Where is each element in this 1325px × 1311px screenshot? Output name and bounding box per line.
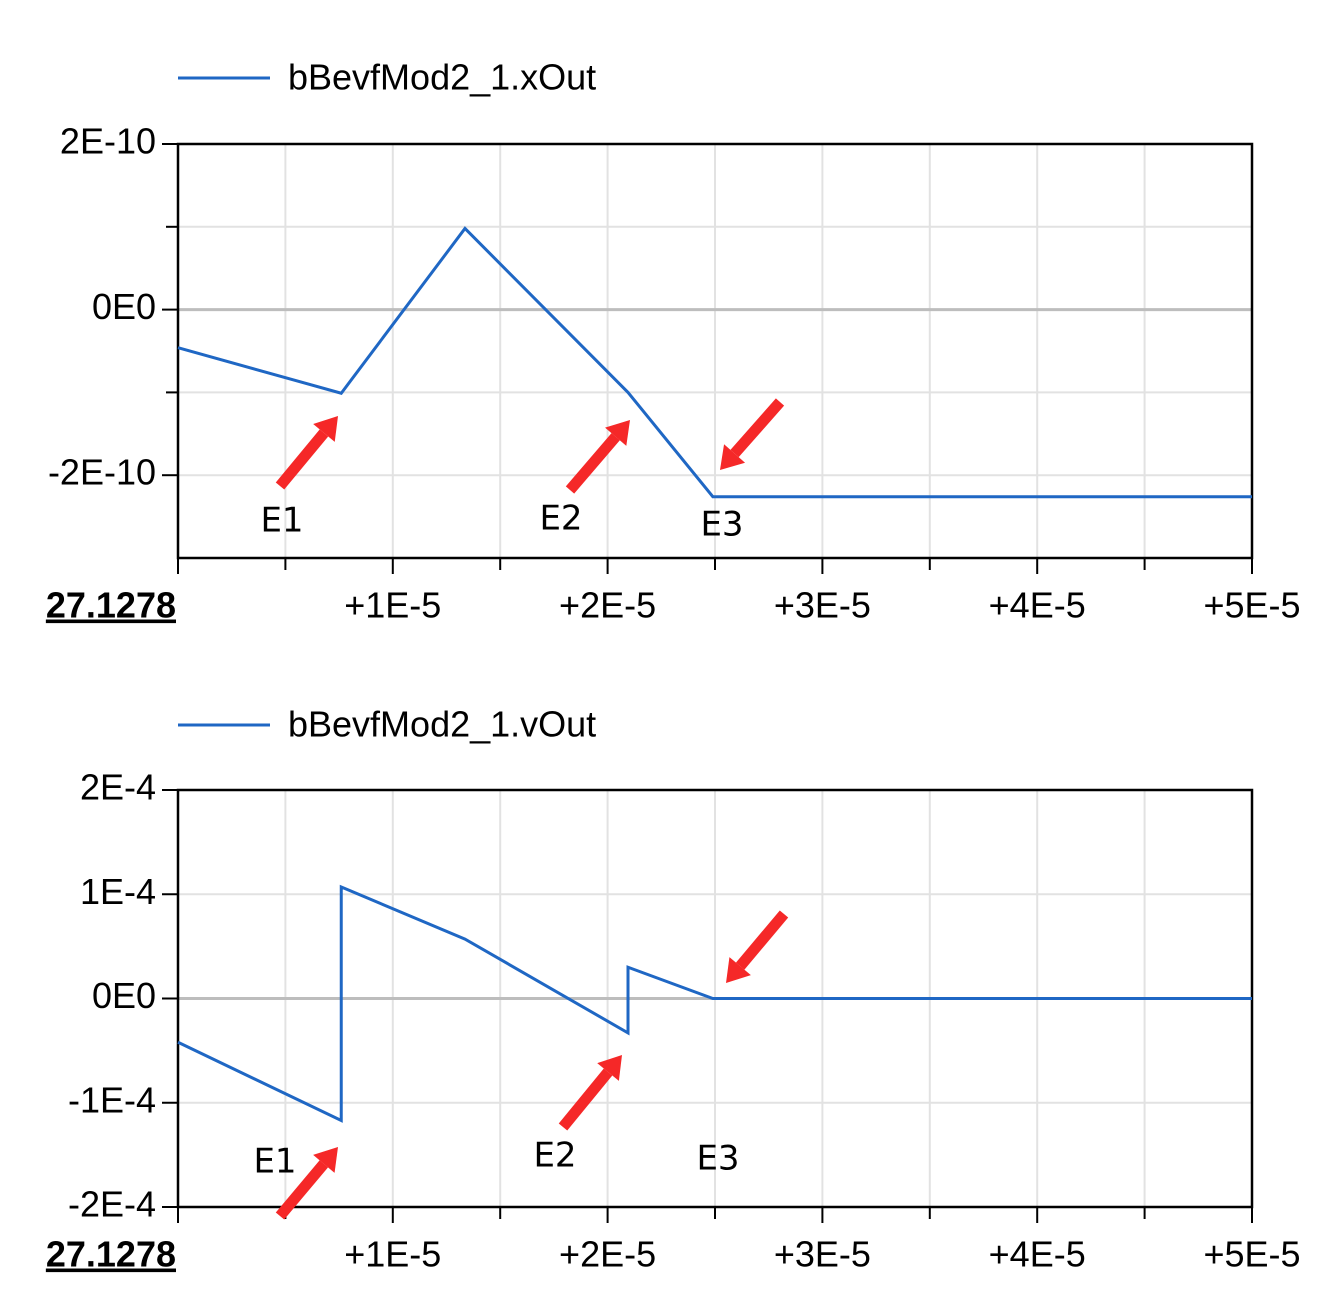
arrow-head	[726, 957, 751, 983]
x-tick-label: 27.1278	[46, 1234, 176, 1275]
x-tick-label: +5E-5	[1203, 1234, 1300, 1275]
y-tick-label: 2E-4	[80, 767, 156, 808]
y-tick-label: -2E-10	[48, 452, 156, 493]
plot-frame	[176, 142, 1254, 560]
x-tick-label: +3E-5	[774, 585, 871, 626]
x-tick-label: +2E-5	[559, 585, 656, 626]
arrow-shaft	[275, 1160, 329, 1220]
y-tick-label: 0E0	[92, 286, 156, 327]
x-tick-label: +3E-5	[774, 1234, 871, 1275]
y-tick-label: -1E-4	[68, 1079, 156, 1120]
data-line	[177, 226, 1252, 499]
legend-label: bBevfMod2_1.xOut	[288, 57, 596, 98]
arrow-head	[313, 1147, 338, 1173]
x-tick-label: 27.1278	[46, 585, 176, 626]
y-tick-label: -2E-4	[68, 1184, 156, 1225]
arrow-shaft	[558, 1068, 613, 1131]
legend-label: bBevfMod2_1.vOut	[288, 704, 596, 745]
arrow-head	[720, 444, 746, 470]
x-tick-label: +4E-5	[989, 585, 1086, 626]
annotation: E1	[253, 1142, 296, 1182]
x-tick-label: +1E-5	[344, 1234, 441, 1275]
x-tick-label: +5E-5	[1203, 585, 1300, 626]
annotation: E1	[260, 501, 303, 541]
y-tick-label: 1E-4	[80, 871, 156, 912]
data-line	[177, 884, 1252, 1123]
arrow-head	[605, 420, 630, 446]
annotation: E2	[539, 499, 582, 539]
arrow-shaft	[275, 429, 329, 490]
arrow-head	[597, 1055, 622, 1081]
annotation: E3	[696, 1139, 739, 1179]
arrow-head	[313, 416, 338, 442]
annotation: E2	[533, 1136, 576, 1176]
y-tick-label: 2E-10	[60, 121, 156, 162]
arrow-shaft	[730, 398, 785, 458]
arrow-shaft	[735, 910, 789, 970]
y-tick-label: 0E0	[92, 975, 156, 1016]
x-tick-label: +1E-5	[344, 585, 441, 626]
arrow-shaft	[565, 433, 620, 494]
x-tick-label: +4E-5	[989, 1234, 1086, 1275]
annotation: E3	[700, 505, 743, 545]
x-tick-label: +2E-5	[559, 1234, 656, 1275]
